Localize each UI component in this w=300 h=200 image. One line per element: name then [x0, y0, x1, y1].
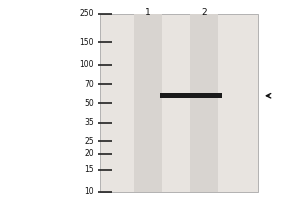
Text: 35: 35: [84, 118, 94, 127]
Text: 10: 10: [84, 188, 94, 196]
Bar: [100, 14, 258, 192]
Text: 100: 100: [80, 60, 94, 69]
Bar: [134, 14, 162, 192]
Text: 25: 25: [84, 137, 94, 146]
Text: 1: 1: [145, 8, 151, 17]
Text: 70: 70: [84, 80, 94, 89]
Text: 250: 250: [80, 9, 94, 19]
Text: 150: 150: [80, 38, 94, 47]
Text: 20: 20: [84, 149, 94, 158]
Text: 2: 2: [201, 8, 207, 17]
Text: 15: 15: [84, 165, 94, 174]
Bar: [160, 93, 222, 98]
Bar: [190, 14, 218, 192]
Text: 50: 50: [84, 98, 94, 108]
